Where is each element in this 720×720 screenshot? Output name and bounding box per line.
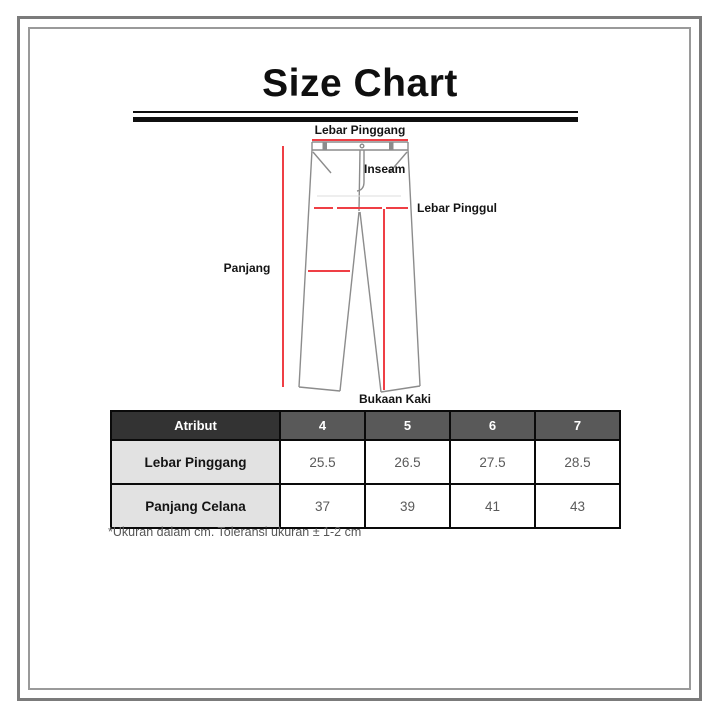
inseam-measurement-label: Inseam	[364, 162, 406, 176]
hip-measurement-label: Lebar Pinggul	[417, 201, 498, 215]
column-header-size-4: 4	[279, 410, 366, 441]
length-measurement-label: Panjang	[223, 261, 271, 275]
row-label-waist-width: Lebar Pinggang	[110, 439, 281, 485]
value-cell: 27.5	[449, 439, 536, 485]
table-row-waist-width: Lebar Pinggang 25.5 26.5 27.5 28.5	[110, 439, 621, 485]
value-cell: 43	[534, 483, 621, 529]
value-cell: 28.5	[534, 439, 621, 485]
row-label-pants-length: Panjang Celana	[110, 483, 281, 529]
column-header-size-7: 7	[534, 410, 621, 441]
column-header-attribute: Atribut	[110, 410, 281, 441]
page-title: Size Chart	[262, 62, 458, 105]
value-cell: 39	[364, 483, 451, 529]
column-header-size-5: 5	[364, 410, 451, 441]
value-cell: 25.5	[279, 439, 366, 485]
size-table-header-row: Atribut 4 5 6 7	[110, 410, 621, 441]
left-pocket-seam	[312, 151, 332, 174]
value-cell: 37	[279, 483, 366, 529]
leg-opening-measurement-label: Bukaan Kaki	[358, 392, 432, 406]
fly-seam	[356, 150, 365, 192]
measurement-lines	[282, 139, 408, 390]
size-tolerance-footnote: *Ukuran dalam cm. Toleransi ukuran ± 1-2…	[108, 525, 362, 539]
table-row-pants-length: Panjang Celana 37 39 41 43	[110, 483, 621, 529]
column-header-size-6: 6	[449, 410, 536, 441]
value-cell: 41	[449, 483, 536, 529]
waist-measurement-label: Lebar Pinggang	[314, 123, 406, 137]
right-pocket-seam	[388, 151, 408, 174]
value-cell: 26.5	[364, 439, 451, 485]
size-table: Atribut 4 5 6 7 Lebar Pinggang 25.5 26.5…	[110, 410, 621, 529]
waist-button	[359, 143, 365, 149]
title-divider-thin-line	[133, 111, 578, 113]
right-belt-loop	[389, 142, 394, 150]
title-divider-thick-line	[133, 117, 578, 122]
pants-outline	[298, 141, 421, 393]
left-belt-loop	[322, 142, 327, 150]
